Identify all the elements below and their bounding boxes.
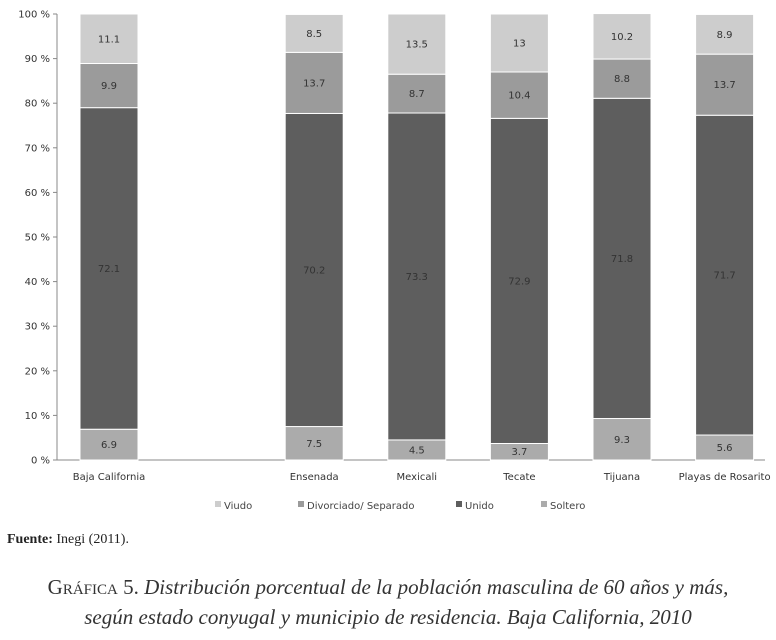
y-tick-label: 40 % <box>25 277 50 288</box>
x-category-label: Tecate <box>502 472 535 483</box>
bar-segment <box>284 51 344 114</box>
bar-segment <box>387 13 447 75</box>
y-tick-label: 80 % <box>25 99 50 110</box>
y-tick-label: 30 % <box>25 322 50 333</box>
data-label: 3.7 <box>511 447 527 458</box>
legend-swatch <box>456 501 462 507</box>
source-text: Inegi (2011). <box>56 532 129 547</box>
data-label: 8.8 <box>614 74 630 85</box>
data-label: 73.3 <box>406 272 428 283</box>
y-tick-label: 50 % <box>25 233 50 244</box>
y-tick-label: 100 % <box>18 10 50 21</box>
x-category-label: Baja California <box>73 472 146 483</box>
y-tick-label: 10 % <box>25 411 50 422</box>
caption-lead: Gráfica 5. <box>47 575 139 599</box>
data-label: 8.9 <box>717 30 733 41</box>
data-label: 13.7 <box>303 78 325 89</box>
data-label: 11.1 <box>98 34 120 45</box>
data-label: 8.5 <box>306 29 322 40</box>
data-label: 10.4 <box>508 91 530 102</box>
stacked-bar-chart: 0 % 10 % 20 % 30 % 40 % 50 % 60 % 70 % 80 % 90 % 1… <box>18 10 771 513</box>
y-tick-label: 70 % <box>25 143 50 154</box>
data-label: 70.2 <box>303 266 325 277</box>
bar-segment <box>79 63 139 109</box>
legend-swatch <box>298 501 304 507</box>
caption-line-2: según estado conyugal y municipio de res… <box>84 605 692 629</box>
bar-segment <box>592 13 652 60</box>
y-tick-label: 60 % <box>25 188 50 199</box>
bar-segment <box>79 428 139 461</box>
data-label: 10.2 <box>611 32 633 43</box>
x-category-label: Ensenada <box>290 472 339 483</box>
bar-segment <box>284 426 344 461</box>
data-label: 9.3 <box>614 435 630 446</box>
x-category-label: Tijuana <box>603 472 640 483</box>
bar-segment <box>284 13 344 53</box>
data-label: 13.7 <box>713 80 735 91</box>
bar-segment <box>387 112 447 441</box>
data-label: 5.6 <box>717 443 733 454</box>
data-label: 13 <box>513 38 526 49</box>
data-label: 71.7 <box>713 271 735 282</box>
bar-segment <box>489 71 549 119</box>
bar-segment <box>79 13 139 65</box>
legend-label: Soltero <box>550 501 585 512</box>
data-label: 13.5 <box>406 40 428 51</box>
data-label: 9.9 <box>101 81 117 92</box>
figure-caption: Gráfica 5. Distribución porcentual de la… <box>0 572 776 632</box>
bar-segment <box>695 13 755 55</box>
data-label: 6.9 <box>101 440 117 451</box>
bar-segment <box>387 73 447 114</box>
legend-label: Divorciado/ Separado <box>307 501 415 512</box>
bar-segment <box>592 58 652 99</box>
bar-segment <box>695 434 755 461</box>
bar-segment <box>592 97 652 420</box>
data-label: 71.8 <box>611 254 633 265</box>
source-note: Fuente: Inegi (2011). <box>7 532 129 548</box>
data-label: 4.5 <box>409 445 425 456</box>
bar-segment <box>489 117 549 444</box>
x-category-label: Playas de Rosarito <box>679 472 771 483</box>
legend-label: Unido <box>465 501 494 512</box>
bar-segment <box>284 112 344 428</box>
data-label: 72.9 <box>508 276 530 287</box>
source-label: Fuente: <box>7 532 53 547</box>
x-category-label: Mexicali <box>397 472 437 483</box>
bar-segment <box>489 13 549 73</box>
y-tick-label: 0 % <box>31 456 50 467</box>
legend-swatch <box>541 501 547 507</box>
data-label: 72.1 <box>98 264 120 275</box>
legend-label: Viudo <box>224 501 252 512</box>
caption-line-1: Distribución porcentual de la población … <box>144 575 729 599</box>
bar-segment <box>79 107 139 430</box>
y-tick-label: 20 % <box>25 366 50 377</box>
bar-segment <box>695 114 755 436</box>
data-label: 8.7 <box>409 89 425 100</box>
legend-swatch <box>215 501 221 507</box>
y-tick-label: 90 % <box>25 54 50 65</box>
data-label: 7.5 <box>306 439 322 450</box>
